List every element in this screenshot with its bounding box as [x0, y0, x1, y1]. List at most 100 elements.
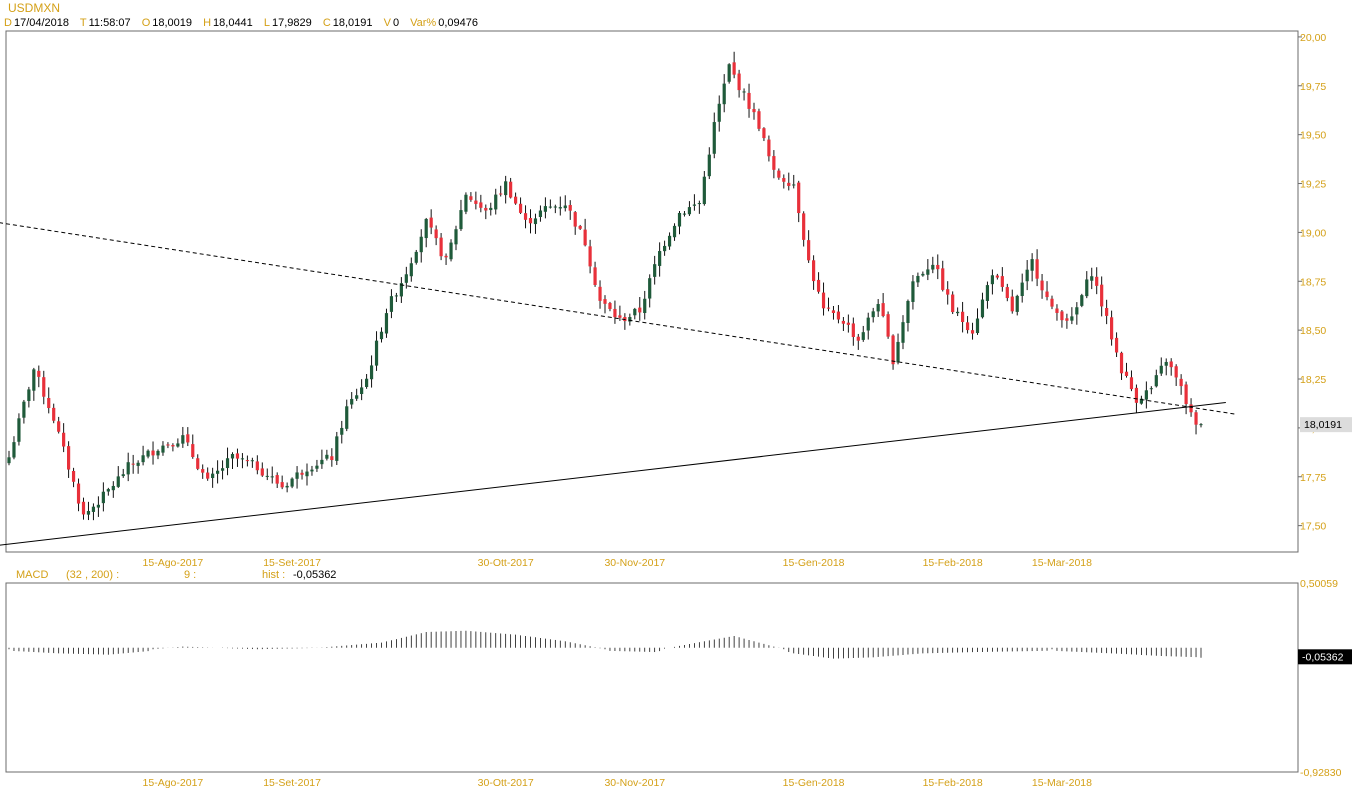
candle	[71, 467, 76, 488]
candle	[235, 448, 240, 467]
x-tick-label: 15-Mar-2018	[1032, 557, 1092, 569]
candle	[787, 172, 791, 191]
candle	[52, 403, 56, 424]
dashed-trendline[interactable]	[0, 222, 1236, 415]
candle	[1110, 310, 1114, 346]
y-tick-label: 17,75	[1300, 472, 1326, 484]
candle	[543, 197, 547, 219]
candle	[1159, 357, 1163, 376]
candle	[946, 281, 950, 305]
y-tick-label: 19,50	[1300, 130, 1326, 142]
candle	[1149, 386, 1153, 395]
candle	[360, 379, 364, 401]
open-value: 18,0019	[152, 17, 193, 29]
candle	[871, 307, 875, 323]
candle	[211, 467, 215, 488]
candle	[672, 223, 677, 241]
candle	[275, 472, 279, 488]
candle	[479, 194, 483, 213]
x-tick-label: 30-Ott-2017	[478, 777, 534, 789]
macd-histogram	[8, 630, 1202, 659]
candle	[379, 327, 384, 343]
candle	[861, 325, 865, 342]
y-tick-label: 19,75	[1300, 81, 1326, 93]
candle	[459, 199, 463, 231]
solid-trendline[interactable]	[0, 401, 1226, 546]
trendlines-group	[0, 222, 1236, 546]
candle	[553, 204, 557, 214]
x-tick-label: 15-Mar-2018	[1032, 777, 1092, 789]
candle	[717, 95, 721, 132]
candle	[186, 427, 190, 447]
x-tick-label: 15-Feb-2018	[923, 777, 983, 789]
candle	[742, 88, 746, 101]
candle	[7, 450, 11, 466]
price-x-axis: 15-Ago-2017 15-Set-2017 30-Ott-2017 30-Nov-…	[143, 557, 1093, 569]
candle	[1114, 332, 1119, 358]
candle	[365, 374, 369, 389]
candle	[295, 466, 299, 489]
candle	[350, 392, 354, 409]
candle	[280, 475, 284, 490]
macd-panel-frame	[5, 582, 1299, 773]
macd-params: (32 , 200) :	[66, 569, 120, 581]
candle	[37, 365, 41, 388]
candle	[841, 317, 845, 331]
candle	[618, 305, 622, 321]
candle	[762, 127, 766, 142]
candle	[588, 239, 592, 274]
candle	[1080, 293, 1084, 308]
candle	[906, 299, 910, 332]
candle	[27, 386, 31, 408]
candle	[1005, 283, 1009, 302]
macd-x-axis: 15-Ago-2017 15-Set-2017 30-Ott-2017 30-Nov-…	[143, 777, 1093, 789]
candle	[305, 463, 309, 486]
candle	[454, 225, 458, 251]
candle	[1050, 295, 1054, 310]
candle	[1000, 267, 1004, 292]
close-value: 18,0191	[332, 17, 373, 29]
candle	[826, 297, 831, 312]
candle	[886, 311, 890, 339]
x-tick-label: 15-Set-2017	[263, 557, 321, 569]
candle	[449, 239, 453, 262]
y-tick-label: 19,00	[1300, 227, 1326, 239]
y-tick-label: 19,25	[1300, 179, 1326, 191]
x-tick-label: 15-Ago-2017	[143, 557, 204, 569]
candle	[638, 297, 642, 321]
candle	[816, 272, 821, 294]
candle	[489, 202, 493, 216]
candle	[404, 266, 408, 289]
candle	[608, 301, 612, 312]
ohlc-info-bar: D 17/04/2018 T 11:58:07 O 18,0019 H 18,0441 …	[4, 17, 486, 29]
candle	[340, 420, 344, 444]
candle	[111, 481, 115, 498]
candle	[1194, 409, 1198, 435]
candle	[409, 257, 413, 282]
candle	[1169, 358, 1173, 376]
candle	[1095, 267, 1099, 295]
candle	[17, 413, 21, 446]
candle	[136, 460, 140, 474]
candle	[32, 367, 36, 401]
candle	[916, 272, 920, 287]
candle	[509, 177, 513, 199]
candle	[712, 112, 716, 159]
candle	[320, 449, 324, 469]
macd-hist-value: -0,05362	[293, 569, 337, 581]
candle	[593, 261, 597, 287]
candle	[732, 51, 736, 79]
candle	[335, 431, 339, 466]
candle	[573, 211, 577, 235]
candle	[171, 443, 175, 452]
candle	[1129, 370, 1134, 392]
high-key: H	[203, 17, 212, 29]
candle	[1040, 273, 1044, 299]
candle	[285, 482, 289, 493]
y-tick-label: 18,50	[1300, 325, 1326, 337]
macd-y-tick-label: -0,92830	[1300, 767, 1342, 779]
candle	[434, 225, 438, 246]
candle	[429, 209, 433, 235]
x-tick-label: 30-Nov-2017	[604, 777, 665, 789]
